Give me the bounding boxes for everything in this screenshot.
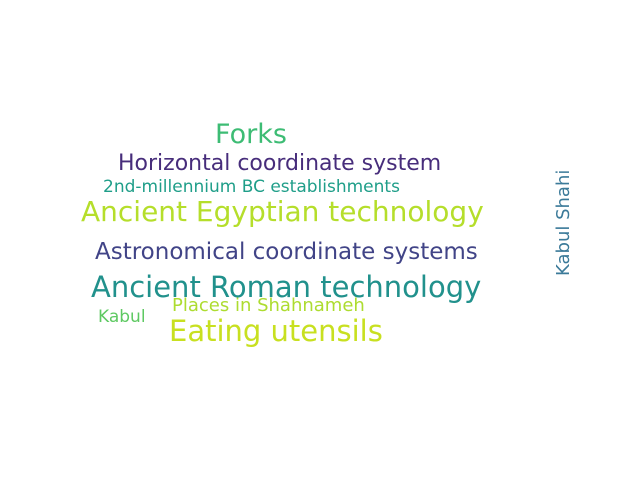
word-horizontal-coordinate-system: Horizontal coordinate system xyxy=(118,151,442,176)
word-astronomical-coordinate-systems: Astronomical coordinate systems xyxy=(95,239,478,265)
word-places-in-shahnameh: Places in Shahnameh xyxy=(172,295,365,316)
word-eating-utensils: Eating utensils xyxy=(169,314,383,348)
word-kabul: Kabul xyxy=(98,307,146,327)
word-ancient-roman-technology: Ancient Roman technology xyxy=(91,270,482,304)
word-2nd-millennium-bc-establishments: 2nd-millennium BC establishments xyxy=(103,177,400,197)
word-ancient-egyptian-technology: Ancient Egyptian technology xyxy=(81,195,484,228)
word-kabul-shahi: Kabul Shahi xyxy=(553,169,574,276)
word-forks: Forks xyxy=(215,119,287,150)
